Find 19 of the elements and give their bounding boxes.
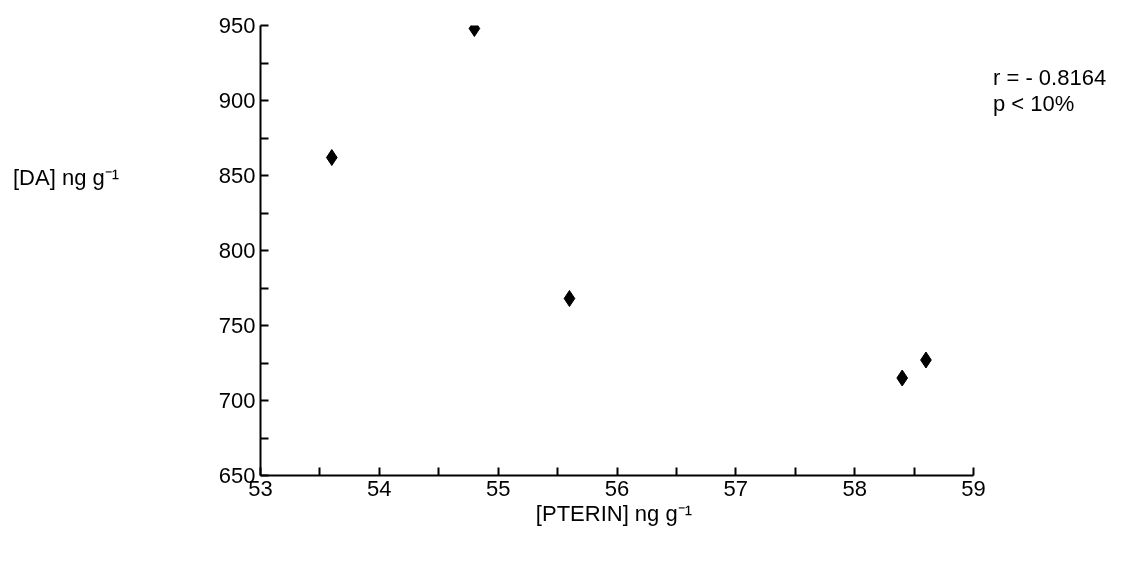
point [563, 290, 576, 307]
y-tick-label: 750 [218, 313, 256, 338]
y-axis-title: [DA] ng g⁻¹ [12, 164, 120, 191]
text: r = - 0.8164 [993, 65, 1107, 91]
y-tick-label: 900 [218, 88, 256, 113]
y-tick-label: 950 [218, 13, 256, 38]
x-tick-label: 59 [961, 475, 986, 501]
x-axis-title: [PTERIN] ng g⁻¹ [535, 500, 693, 526]
x-tick-label: 57 [723, 475, 749, 501]
text: p < 10% [993, 91, 1076, 117]
x-tick-label: 56 [604, 475, 630, 501]
x-tick-label: 54 [367, 475, 392, 501]
point [325, 149, 338, 166]
y-tick-label: 800 [218, 238, 256, 263]
x-tick-label: 58 [842, 475, 867, 501]
x-tick-label: 55 [485, 475, 511, 501]
y-tick-label: 850 [218, 163, 256, 188]
y-tick-label: 700 [218, 388, 256, 413]
point [896, 369, 909, 387]
